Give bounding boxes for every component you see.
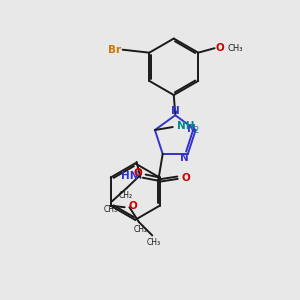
Text: O: O — [181, 173, 190, 183]
Text: O: O — [215, 43, 224, 53]
Text: HN: HN — [122, 171, 139, 181]
Text: O: O — [133, 168, 142, 178]
Text: 2: 2 — [194, 125, 199, 134]
Text: NH: NH — [177, 121, 195, 130]
Text: CH₂: CH₂ — [133, 225, 148, 234]
Text: CH₃: CH₃ — [147, 238, 161, 247]
Text: N: N — [180, 152, 189, 163]
Text: CH₃: CH₃ — [103, 205, 118, 214]
Text: Br: Br — [108, 45, 121, 55]
Text: N: N — [172, 106, 180, 116]
Text: CH₂: CH₂ — [118, 191, 133, 200]
Text: O: O — [128, 201, 137, 211]
Text: CH₃: CH₃ — [228, 44, 244, 53]
Text: N: N — [187, 124, 196, 134]
